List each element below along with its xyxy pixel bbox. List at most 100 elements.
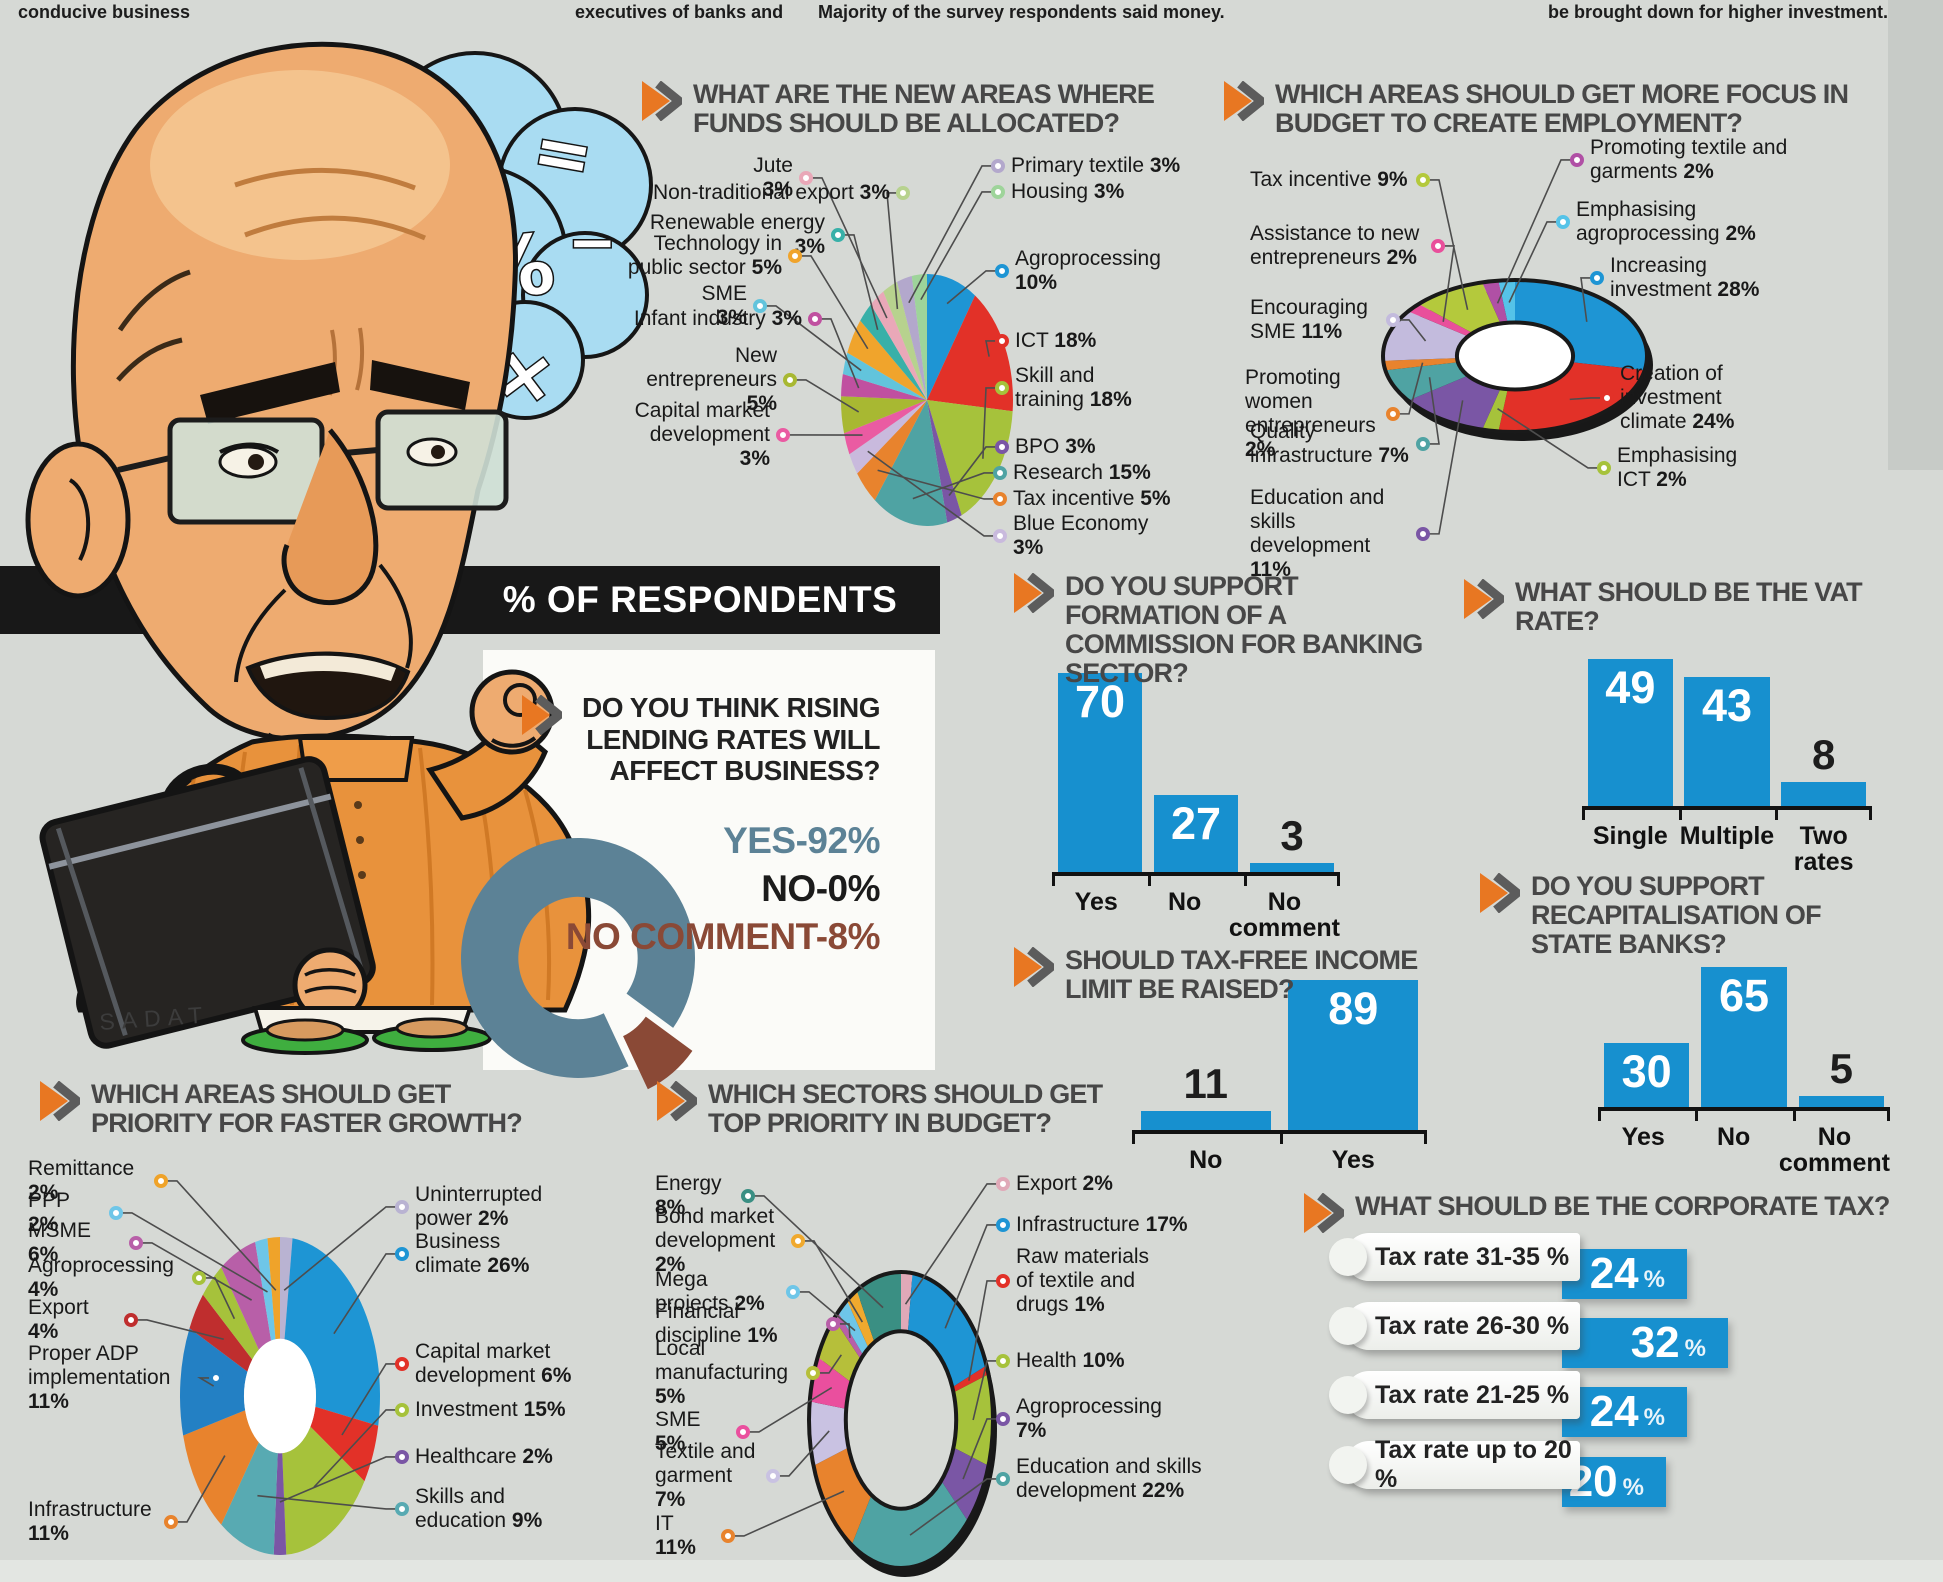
pie-label-infrastructure: Infrastructure 11%	[28, 1498, 178, 1546]
bar-value: 70	[1074, 675, 1126, 727]
slice-bullet	[192, 1270, 206, 1285]
pie-label-remittance: Remittance 2%	[28, 1157, 168, 1205]
pie-label-proper-adp: Proper ADP implementation 11%	[28, 1342, 223, 1414]
bar-column: 27	[1148, 795, 1244, 872]
svg-text:−: −	[568, 208, 617, 276]
pie-label-skill-training: Skill and training 18%	[995, 364, 1140, 412]
section-title: WHICH SECTORS SHOULD GET TOP PRIORITY IN…	[708, 1079, 1103, 1139]
category-label: No comment	[1778, 1123, 1891, 1178]
budget-hole	[845, 1331, 957, 1509]
axis-tick	[1792, 1111, 1796, 1121]
arrow-icon	[1304, 1193, 1344, 1233]
category-label: Two rates	[1793, 822, 1854, 877]
employment-slice-9	[1482, 280, 1508, 324]
bar-column: 70	[1052, 672, 1148, 872]
lending-question: DO YOU THINK RISING LENDING RATES WILL A…	[581, 692, 881, 787]
section-header-taxfree: SHOULD TAX-FREE INCOME LIMIT BE RAISED?	[1012, 945, 1442, 1004]
bar-value: 49	[1605, 662, 1656, 713]
budget-shadow	[813, 1281, 997, 1577]
bar-value: 43	[1701, 680, 1753, 731]
pie-label-nontraditional-export: Non-traditional export 3%	[645, 181, 910, 205]
x-axis	[1132, 1130, 1427, 1144]
pie-label-emphasising-ict: Emphasising ICT 2%	[1597, 444, 1747, 492]
category-labels: Yes No No comment	[1598, 1119, 1890, 1177]
leader-line	[877, 469, 1000, 500]
leader-line	[341, 1363, 402, 1436]
growth-slice-4	[273, 1453, 287, 1555]
slice-bullet	[996, 1217, 1010, 1232]
pie-label-primary-textile: Primary textile 3%	[991, 154, 1201, 178]
pie-label-agroprocessing: Agroprocessing 7%	[996, 1395, 1166, 1443]
pie-label-research: Research 15%	[993, 461, 1153, 485]
slice-bullet	[124, 1312, 138, 1327]
axis-tick	[1279, 1134, 1283, 1144]
slice-bullet	[786, 1284, 800, 1299]
slice-bullet	[993, 465, 1007, 480]
pie-label-encouraging-sme: Encouraging SME 11%	[1250, 296, 1400, 344]
section-header-commission: DO YOU SUPPORT FORMATION OF A COMMISSION…	[1012, 571, 1442, 689]
growth-slice-3	[282, 1426, 365, 1555]
section-title: WHICH AREAS SHOULD GET MORE FOCUS IN BUD…	[1275, 79, 1849, 139]
leader-line	[795, 255, 869, 350]
bars-area: 49 43 8	[1582, 650, 1872, 806]
pie-label-blue-economy: Blue Economy 3%	[993, 512, 1183, 560]
section-title: DO YOU SUPPORT RECAPITALISATION OF STATE…	[1531, 871, 1822, 960]
bar-unit: %	[1643, 1404, 1665, 1431]
slice-bullet	[1600, 390, 1614, 405]
slice-bullet	[164, 1514, 178, 1529]
pie-label-quality-infrastructure: Quality infrastructure 7%	[1250, 420, 1430, 468]
briefcase-icon	[39, 756, 376, 1049]
category-label: No comment	[1228, 888, 1341, 943]
pie-label-infant-industry: Infant industry 3%	[627, 307, 822, 331]
right-edge-band	[1888, 0, 1943, 470]
bar-value: 3	[1280, 812, 1304, 860]
slice-bullet	[129, 1235, 143, 1250]
pie-label-bond-market: Bond market development 2%	[655, 1205, 805, 1277]
slice-bullet	[991, 158, 1005, 173]
pie-label-education-skills: Education and skills development 22%	[996, 1455, 1231, 1503]
slice-bullet	[996, 1471, 1010, 1486]
slice-bullet	[736, 1424, 750, 1439]
leader-line	[867, 450, 1000, 537]
slice-bullet	[788, 248, 802, 263]
pie-label-it: IT 11%	[655, 1512, 735, 1560]
pie-label-export: Export 4%	[28, 1296, 138, 1344]
bar-column: 3	[1244, 812, 1340, 872]
budget-slice-12	[846, 1290, 875, 1349]
axis-tick	[1775, 810, 1779, 820]
arrow-icon	[40, 1081, 80, 1121]
slice-bullet	[996, 1273, 1010, 1288]
funds-slice-8	[841, 396, 927, 434]
bar: 49	[1587, 659, 1673, 806]
slice-bullet	[1590, 270, 1604, 285]
bar-value: 65	[1718, 970, 1770, 1022]
budget-inner-outline	[843, 1329, 959, 1511]
slice-bullet	[993, 491, 1007, 506]
axis-tick	[1869, 810, 1872, 820]
budget-slice-3	[953, 1374, 993, 1466]
pie-label-ict: ICT 18%	[995, 329, 1115, 353]
funds-slice-12	[860, 304, 927, 400]
corporate-tax-bar: 24%	[1562, 1387, 1687, 1437]
funds-slice-5	[857, 400, 927, 501]
pie-label-promoting-textile: Promoting textile and garments 2%	[1570, 136, 1790, 184]
growth-slice-10	[221, 1241, 272, 1350]
bar-value: 11	[1183, 1060, 1228, 1108]
svg-text:=: =	[527, 108, 599, 199]
axis-tick	[1598, 1111, 1601, 1121]
arrow-icon	[1014, 573, 1054, 613]
bar-column: 11	[1132, 1060, 1280, 1130]
leader-line	[333, 1253, 402, 1335]
slice-bullet	[1416, 172, 1430, 187]
section-header-recap: DO YOU SUPPORT RECAPITALISATION OF STATE…	[1478, 871, 1878, 960]
x-axis	[1582, 806, 1872, 820]
employment-slice-7	[1408, 303, 1473, 337]
pie-label-investment: Investment 15%	[395, 1398, 580, 1422]
section-title: WHICH AREAS SHOULD GET PRIORITY FOR FAST…	[91, 1079, 523, 1139]
leader-line	[946, 270, 1002, 305]
funds-slice-4	[874, 400, 948, 526]
category-label: No	[1716, 1123, 1751, 1151]
axis-tick	[1887, 1111, 1890, 1121]
pie-label-technology-public-sector: Technology in public sector 5%	[627, 232, 802, 280]
slice-bullet	[1556, 214, 1570, 229]
